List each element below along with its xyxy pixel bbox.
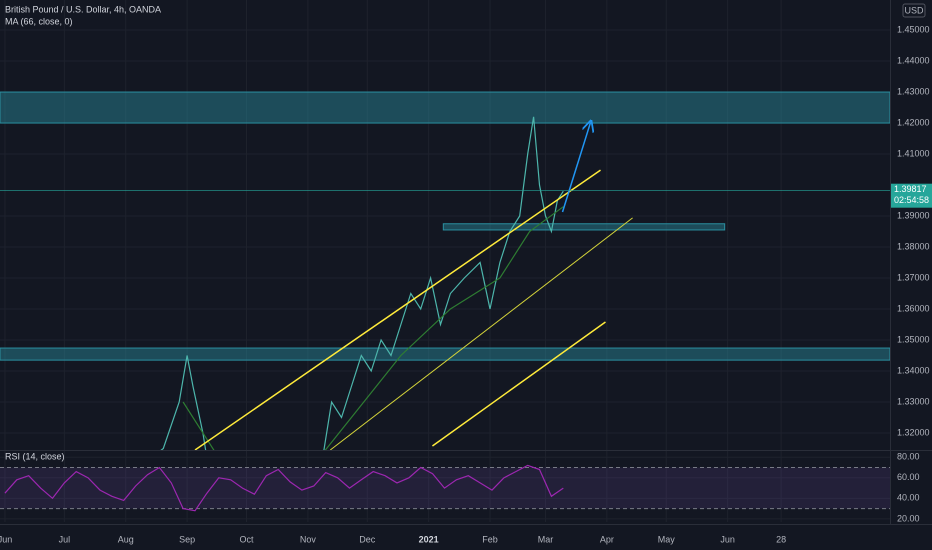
y-tick-label: 1.36000 [897, 303, 930, 313]
last-price-box [891, 183, 932, 208]
y-tick-label: 1.32000 [897, 427, 930, 437]
x-tick-label: Feb [482, 534, 498, 544]
x-tick-label: 2021 [419, 534, 439, 544]
x-tick-label: Sep [179, 534, 195, 544]
y-tick-label: 1.33000 [897, 396, 930, 406]
price-line [182, 206, 564, 450]
y-tick-label: 1.41000 [897, 148, 930, 158]
x-tick-label: May [658, 534, 676, 544]
x-tick-label: Jun [720, 534, 735, 544]
y-tick-label: 60.00 [897, 472, 920, 482]
y-tick-label: 1.35000 [897, 334, 930, 344]
trend-line [561, 122, 591, 213]
y-tick-label: 1.39000 [897, 210, 930, 220]
trend-line [431, 321, 606, 447]
y-tick-label: 1.45000 [897, 24, 930, 34]
currency-box[interactable] [902, 3, 926, 18]
price-line [4, 464, 564, 512]
trend-line [194, 169, 601, 450]
trend-line [329, 217, 633, 450]
price-line [160, 116, 564, 450]
y-tick-label: 40.00 [897, 493, 920, 503]
zone [0, 347, 890, 361]
x-tick-label: 28 [776, 534, 786, 544]
x-tick-label: Jun [0, 534, 12, 544]
y-tick-label: 20.00 [897, 513, 920, 523]
x-tick-label: Nov [300, 534, 317, 544]
zone [0, 91, 890, 124]
y-tick-label: 1.34000 [897, 365, 930, 375]
y-tick-label: 1.42000 [897, 117, 930, 127]
y-tick-label: 1.38000 [897, 241, 930, 251]
last-price: 1.39817 [894, 184, 927, 194]
y-tick-label: 1.44000 [897, 55, 930, 65]
x-tick-label: Mar [538, 534, 554, 544]
currency[interactable]: USD [904, 5, 924, 15]
zone [442, 223, 726, 231]
x-tick-label: Oct [239, 534, 254, 544]
rsi-legend: RSI (14, close) [5, 451, 65, 461]
ma-legend: MA (66, close, 0) [5, 16, 73, 26]
symbol-title: British Pound / U.S. Dollar, 4h, OANDA [5, 4, 161, 14]
x-tick-label: Aug [118, 534, 134, 544]
x-tick-label: Dec [359, 534, 376, 544]
y-tick-label: 1.37000 [897, 272, 930, 282]
countdown: 02:54:58 [894, 195, 929, 205]
y-tick-label: 1.43000 [897, 86, 930, 96]
y-tick-label: 80.00 [897, 452, 920, 462]
x-tick-label: Apr [600, 534, 614, 544]
x-tick-label: Jul [59, 534, 71, 544]
